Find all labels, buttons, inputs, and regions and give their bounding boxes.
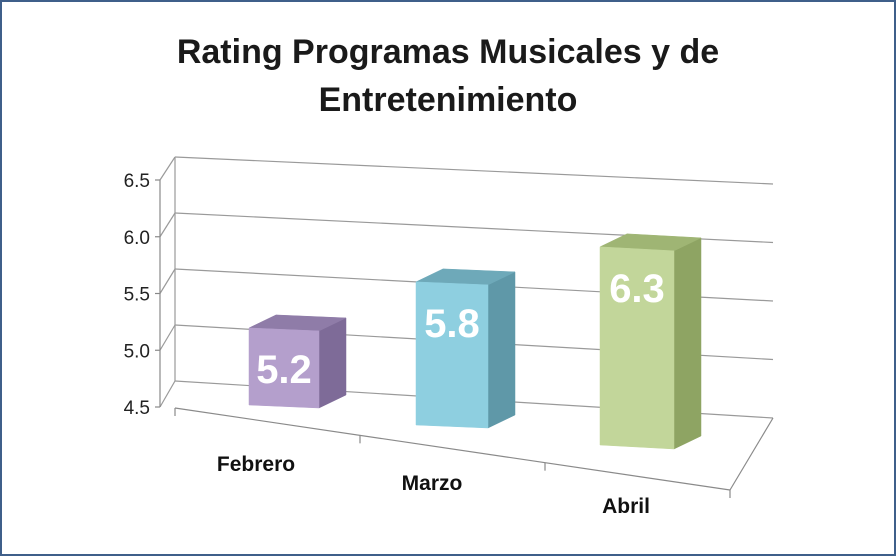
y-tick-label: 4.5	[124, 398, 150, 419]
x-tick-label: Marzo	[402, 472, 463, 495]
gridline-connector	[159, 268, 176, 294]
bar	[599, 246, 675, 450]
bar	[248, 327, 320, 409]
chart-title-line-2: Entretenimiento	[318, 81, 578, 119]
bar-side-face	[487, 271, 516, 429]
data-label: 6.3	[609, 267, 665, 311]
chart-title-line-1: Rating Programas Musicales y de	[176, 33, 720, 71]
data-label: 5.8	[424, 302, 480, 346]
gridline-connector	[159, 156, 176, 181]
y-tick-label: 6.0	[124, 228, 150, 249]
chart-title: Rating Programas Musicales y de Entreten…	[2, 28, 894, 124]
y-tick-label: 6.5	[124, 171, 150, 192]
gridline-connector	[159, 212, 176, 238]
floor-right-edge	[729, 417, 774, 491]
gridline	[174, 156, 774, 185]
y-tick-label: 5.0	[124, 341, 150, 362]
bar-side-face	[318, 317, 347, 409]
y-tick-label: 5.5	[124, 285, 150, 306]
x-tick-label: Febrero	[217, 453, 295, 476]
gridline-connector	[159, 324, 176, 351]
x-tick-label: Abril	[602, 495, 650, 518]
bar-side-face	[673, 237, 702, 450]
data-label: 5.2	[256, 348, 312, 392]
gridline-connector	[159, 380, 176, 408]
bar	[415, 281, 489, 429]
x-axis-line	[174, 407, 731, 491]
